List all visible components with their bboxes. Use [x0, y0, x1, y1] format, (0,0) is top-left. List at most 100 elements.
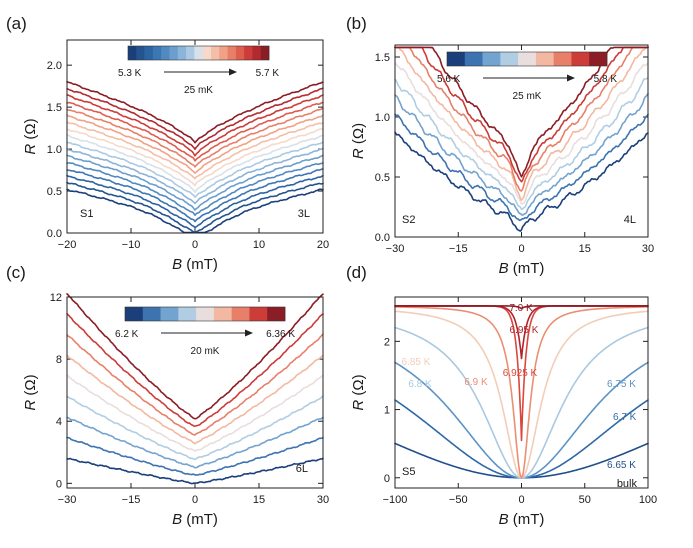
colorbar-swatch	[553, 52, 572, 66]
panel-d: (d) −100 −50 0 50 100 0 1 2 B (mT) R (Ω) 6.65 K 6.7…	[346, 263, 657, 528]
panel-b-label: (b)	[346, 14, 367, 33]
plot-c: −30 −15 0 15 30 0 4 8 12 B (mT) R (Ω) 6.2 K 6.36 K 20…	[22, 292, 329, 528]
colorbar-arrowhead	[229, 68, 237, 76]
series-line	[66, 162, 324, 216]
series-line	[66, 181, 324, 234]
colorbar-swatch	[260, 46, 270, 60]
x-tick-label: 0	[518, 494, 524, 506]
colorbar-swatch	[125, 307, 144, 321]
colorbar-swatch	[152, 46, 162, 60]
colorbar-step-label: 25 mK	[184, 85, 213, 96]
y-tick-label: 1.0	[375, 112, 390, 124]
series-label: 6.85 K	[402, 357, 431, 368]
y-tick-label: 0	[384, 473, 390, 485]
colorbar-swatch	[169, 46, 179, 60]
colorbar-left-label: 5.6 K	[437, 74, 461, 85]
colorbar-swatch	[249, 307, 268, 321]
colorbar-swatch	[235, 46, 245, 60]
x-tick-label: 10	[253, 239, 265, 251]
series-line	[66, 94, 324, 157]
colorbar-swatch	[128, 46, 137, 60]
panel-b: (b) −30 −15 0 15 30 0.0 0.5 1.0 1.5 B (mT) R (Ω) 5.…	[346, 14, 654, 277]
x-tick-label: 30	[642, 243, 654, 255]
series-line	[66, 395, 324, 460]
curves	[394, 305, 649, 479]
series-line	[394, 326, 649, 479]
x-tick-label: 0	[192, 494, 198, 506]
series-line	[66, 354, 324, 445]
series-line	[66, 134, 324, 193]
x-tick-label: 15	[253, 494, 265, 506]
colorbar-swatch	[535, 52, 554, 66]
colorbar-swatch	[227, 46, 237, 60]
series-line	[66, 154, 324, 211]
colorbar-right-label: 6.36 K	[266, 329, 295, 340]
colorbar-swatch	[482, 52, 501, 66]
colorbar-swatch	[142, 307, 161, 321]
series-line	[66, 436, 324, 476]
x-axis-symbol: B	[499, 511, 509, 528]
x-tick-label: −30	[386, 243, 405, 255]
colorbar-step-label: 20 mK	[191, 346, 220, 357]
series-line	[66, 293, 324, 420]
series-line	[394, 77, 649, 211]
colorbar: 6.2 K 6.36 K 20 mK	[115, 306, 295, 357]
y-tick-label: 0.5	[375, 172, 390, 184]
series-line	[394, 92, 649, 216]
series-line	[66, 457, 324, 485]
series-line	[394, 46, 649, 201]
y-tick-label: 2.0	[47, 60, 62, 72]
series-line	[66, 188, 324, 234]
series-line	[66, 87, 324, 150]
colorbar-swatch	[244, 46, 253, 60]
series-line	[66, 416, 324, 469]
colorbar-swatch	[186, 46, 195, 60]
x-axis-symbol: B	[172, 511, 182, 528]
y-tick-label: 4	[56, 416, 62, 428]
y-tick-label: 0.0	[47, 228, 62, 240]
series-line	[66, 333, 324, 436]
series-label: 6.9 K	[464, 377, 488, 388]
series-line	[66, 147, 324, 205]
series-line	[66, 141, 324, 198]
colorbar-swatch	[160, 307, 179, 321]
y-axis-label: R (Ω)	[350, 374, 367, 410]
colorbar-swatch	[447, 52, 466, 66]
series-label: 6.75 K	[607, 379, 636, 390]
series-line	[66, 168, 324, 223]
colorbar-step-label: 25 mK	[513, 91, 542, 102]
colorbar-border	[446, 51, 608, 67]
x-tick-label: 30	[317, 494, 329, 506]
series-line	[66, 107, 324, 168]
x-axis-label: B (mT)	[499, 260, 545, 277]
colorbar-swatch	[500, 52, 519, 66]
bulk-label: bulk	[617, 478, 638, 490]
y-axis-symbol: R	[350, 400, 367, 411]
colorbar-swatch	[194, 46, 203, 60]
colorbar-swatch	[571, 52, 590, 66]
x-axis-unit: (mT)	[509, 511, 545, 528]
colorbar-left-label: 5.3 K	[118, 68, 142, 79]
series-line	[66, 312, 324, 427]
x-tick-label: −30	[58, 494, 77, 506]
colorbar-arrowhead	[245, 329, 253, 337]
x-tick-label: 15	[579, 243, 591, 255]
series-label: 6.8 K	[408, 379, 432, 390]
panel-a-label: (a)	[6, 14, 27, 33]
series-line	[394, 306, 649, 479]
colorbar-swatch	[252, 46, 262, 60]
colorbar-swatch	[144, 46, 154, 60]
series-label: 6.95 K	[510, 325, 539, 336]
y-axis-label: R (Ω)	[22, 374, 39, 410]
series-line	[66, 101, 324, 162]
colorbar-swatch	[589, 52, 608, 66]
colorbar-swatch	[202, 46, 212, 60]
colorbar-arrowhead	[567, 74, 575, 82]
series-label: 6.65 K	[607, 460, 636, 471]
y-tick-label: 12	[50, 292, 62, 304]
colorbar-swatch	[518, 52, 537, 66]
curves	[66, 293, 324, 485]
y-tick-label: 2	[384, 336, 390, 348]
